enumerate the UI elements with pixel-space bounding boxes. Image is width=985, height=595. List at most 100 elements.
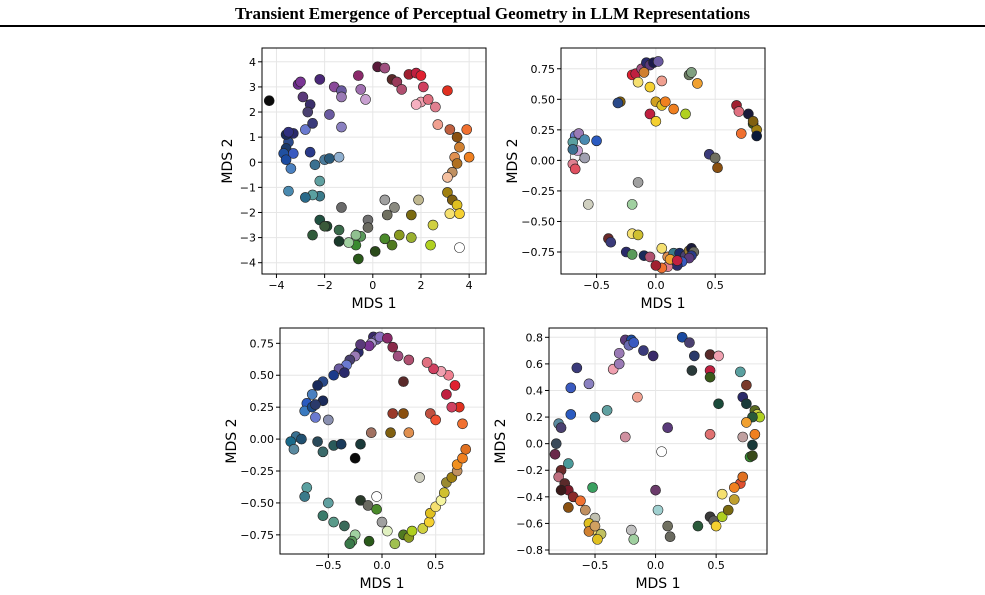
x-tick-label: −2 (317, 279, 333, 292)
data-point (427, 219, 439, 231)
plot-frame (560, 47, 766, 275)
y-tick-label: 0.50 (250, 369, 275, 382)
x-tick-label: 0.0 (647, 279, 665, 292)
y-tick-label: −0.8 (516, 544, 543, 557)
data-point (393, 229, 405, 241)
data-point (644, 108, 656, 120)
data-point (454, 242, 465, 253)
data-point (302, 106, 314, 118)
data-point (350, 229, 362, 241)
y-tick-label: 3 (249, 81, 256, 94)
data-point (454, 208, 465, 220)
data-point (355, 339, 366, 350)
data-point (565, 382, 577, 394)
data-point (662, 520, 673, 532)
data-point (686, 67, 697, 78)
data-point (555, 484, 567, 496)
data-point (441, 389, 452, 400)
data-point (387, 408, 399, 419)
chart-panel-3: −0.5 0.0 0.5 −0.75 −0.50 −0.25 0.00 0.25 0.50 0.7… (224, 327, 485, 592)
y-tick-label: 4 (249, 56, 256, 69)
data-point (632, 391, 643, 403)
data-point (349, 452, 361, 464)
y-tick-label: −4 (240, 257, 256, 270)
y-axis-label: MDS 2 (224, 418, 240, 463)
x-tick-label: 0.0 (373, 559, 391, 572)
data-point (376, 516, 388, 528)
x-tick-label: 0.5 (707, 559, 725, 572)
data-point (280, 154, 292, 166)
data-point (430, 414, 441, 426)
x-tick-label: −0.5 (583, 279, 610, 292)
data-point (324, 109, 335, 120)
y-tick-label: −0.75 (521, 246, 555, 259)
x-tick-label: 0.5 (706, 279, 724, 292)
data-point (660, 96, 671, 108)
data-point (580, 504, 591, 516)
x-axis-label: MDS 1 (359, 576, 404, 592)
data-point (632, 76, 644, 88)
data-point (324, 153, 335, 164)
data-point (652, 504, 664, 516)
x-tick-label: 0 (369, 279, 376, 292)
data-point (680, 108, 691, 120)
x-tick-label: 0.5 (427, 559, 445, 572)
data-point (432, 119, 444, 130)
data-point (365, 427, 377, 439)
data-point (371, 504, 382, 515)
y-tick-label: −0.75 (240, 529, 274, 542)
data-point (403, 427, 415, 439)
data-point (312, 436, 323, 447)
data-point (398, 408, 409, 419)
data-point (579, 134, 591, 145)
data-point (713, 350, 724, 362)
data-point (360, 94, 371, 105)
data-point (589, 411, 601, 423)
data-point (444, 208, 456, 220)
data-point (263, 95, 275, 107)
data-point (451, 131, 463, 143)
y-tick-label: 0.75 (250, 337, 275, 350)
y-tick-label: 1 (249, 131, 256, 144)
data-point (396, 84, 407, 95)
y-tick-label: 0.00 (250, 433, 275, 446)
data-point (442, 187, 453, 198)
data-point (632, 229, 644, 241)
data-point (333, 151, 345, 163)
data-point (385, 427, 396, 439)
x-axis-label: MDS 1 (351, 296, 396, 312)
y-tick-label: 0.4 (526, 384, 544, 397)
data-point (406, 209, 417, 221)
data-point (389, 538, 401, 550)
x-tick-label: −0.5 (582, 559, 609, 572)
data-point (741, 379, 752, 391)
data-point (442, 172, 453, 183)
data-point (454, 141, 465, 153)
data-point (317, 446, 329, 458)
data-point (288, 443, 300, 455)
data-point (656, 243, 668, 254)
plot-frame (261, 47, 487, 275)
y-tick-label: −0.4 (516, 491, 543, 504)
data-point (387, 341, 399, 353)
data-point (406, 232, 417, 243)
data-point (425, 239, 436, 251)
data-point (392, 350, 404, 362)
data-point (355, 495, 366, 506)
x-axis-label: MDS 1 (635, 576, 680, 592)
data-point (319, 220, 330, 232)
plot-frame (548, 327, 768, 555)
data-point (741, 417, 752, 428)
data-point (353, 70, 364, 81)
data-point (422, 94, 434, 105)
data-point (460, 443, 472, 455)
data-point (339, 520, 350, 532)
data-point (336, 91, 347, 103)
data-point (451, 199, 463, 211)
y-tick-label: −0.6 (516, 517, 543, 530)
data-point (579, 152, 591, 164)
data-point (555, 422, 567, 434)
data-point (379, 194, 391, 206)
y-tick-label: 0.0 (526, 438, 544, 451)
